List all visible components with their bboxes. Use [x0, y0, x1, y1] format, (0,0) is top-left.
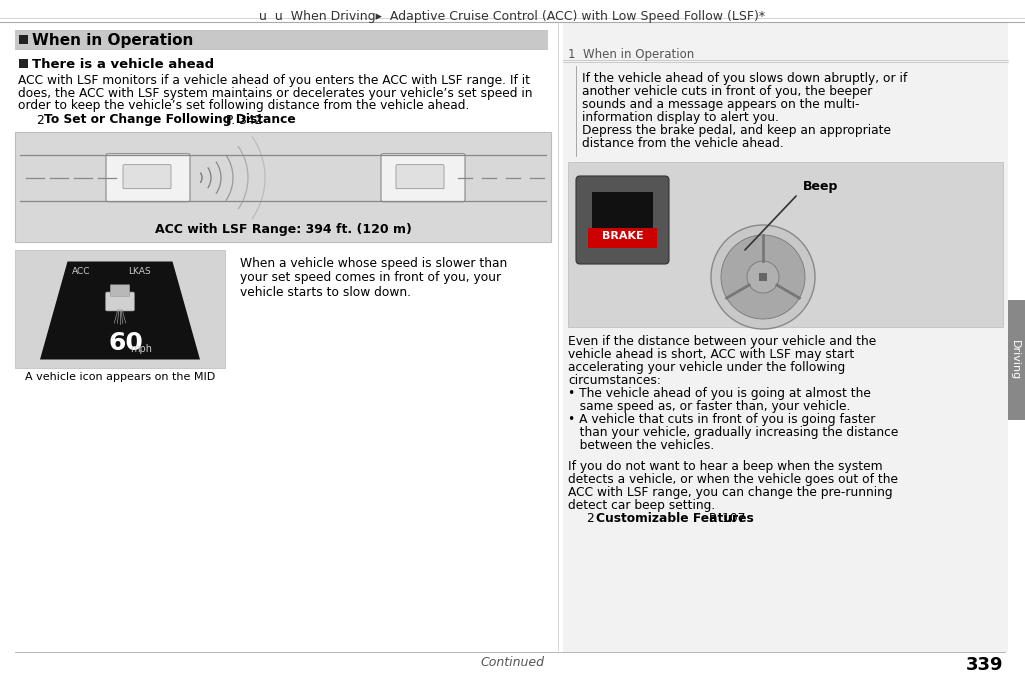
Text: ACC with LSF Range: 394 ft. (120 m): ACC with LSF Range: 394 ft. (120 m)	[155, 224, 411, 237]
Text: 1  When in Operation: 1 When in Operation	[568, 48, 694, 61]
Text: Continued: Continued	[480, 656, 544, 669]
Text: does, the ACC with LSF system maintains or decelerates your vehicle’s set speed : does, the ACC with LSF system maintains …	[18, 87, 533, 100]
Text: • The vehicle ahead of you is going at almost the: • The vehicle ahead of you is going at a…	[568, 387, 871, 400]
Text: vehicle starts to slow down.: vehicle starts to slow down.	[240, 285, 411, 298]
Bar	[15, 132, 551, 241]
Bar	[568, 162, 1003, 327]
Text: your set speed comes in front of you, your: your set speed comes in front of you, yo…	[240, 271, 501, 285]
Text: If you do not want to hear a beep when the system: If you do not want to hear a beep when t…	[568, 460, 883, 473]
Bar	[1004, 300, 1025, 420]
FancyBboxPatch shape	[106, 292, 134, 311]
Text: LKAS: LKAS	[128, 266, 151, 275]
Text: ACC with LSF monitors if a vehicle ahead of you enters the ACC with LSF range. I: ACC with LSF monitors if a vehicle ahead…	[18, 74, 530, 87]
Text: 339: 339	[966, 656, 1003, 674]
Text: To Set or Change Following Distance: To Set or Change Following Distance	[44, 113, 296, 127]
Text: P. 107: P. 107	[705, 512, 745, 525]
FancyBboxPatch shape	[111, 285, 130, 296]
Bar	[15, 30, 548, 50]
Text: ACC: ACC	[72, 266, 90, 275]
Text: detect car beep setting.: detect car beep setting.	[568, 499, 715, 512]
Text: sounds and a message appears on the multi-: sounds and a message appears on the mult…	[582, 98, 860, 111]
Text: A vehicle icon appears on the MID: A vehicle icon appears on the MID	[25, 372, 215, 382]
Text: distance from the vehicle ahead.: distance from the vehicle ahead.	[582, 137, 784, 150]
FancyBboxPatch shape	[396, 165, 444, 188]
Text: Customizable Features: Customizable Features	[596, 512, 753, 525]
Text: circumstances:: circumstances:	[568, 374, 661, 387]
Bar	[563, 22, 1008, 652]
Text: There is a vehicle ahead: There is a vehicle ahead	[32, 58, 214, 71]
Text: another vehicle cuts in front of you, the beeper: another vehicle cuts in front of you, th…	[582, 85, 872, 98]
Bar	[592, 192, 653, 244]
Text: vehicle ahead is short, ACC with LSF may start: vehicle ahead is short, ACC with LSF may…	[568, 348, 854, 361]
Polygon shape	[40, 262, 200, 359]
Text: 60: 60	[108, 330, 142, 355]
Text: detects a vehicle, or when the vehicle goes out of the: detects a vehicle, or when the vehicle g…	[568, 473, 898, 486]
Bar	[19, 59, 28, 68]
Text: • A vehicle that cuts in front of you is going faster: • A vehicle that cuts in front of you is…	[568, 413, 875, 426]
Text: information display to alert you.: information display to alert you.	[582, 111, 779, 124]
Bar	[588, 228, 657, 248]
Text: Even if the distance between your vehicle and the: Even if the distance between your vehicl…	[568, 335, 876, 348]
Text: Driving: Driving	[1010, 340, 1020, 380]
Bar	[19, 35, 28, 44]
Circle shape	[711, 225, 815, 329]
Text: between the vehicles.: between the vehicles.	[568, 439, 714, 452]
Text: 2: 2	[586, 512, 593, 525]
Text: BRAKE: BRAKE	[602, 231, 644, 241]
Text: If the vehicle ahead of you slows down abruptly, or if: If the vehicle ahead of you slows down a…	[582, 72, 907, 85]
Text: Depress the brake pedal, and keep an appropriate: Depress the brake pedal, and keep an app…	[582, 124, 891, 137]
Text: When in Operation: When in Operation	[32, 33, 194, 48]
FancyBboxPatch shape	[106, 154, 190, 201]
Text: P. 342: P. 342	[222, 113, 262, 127]
Text: 2: 2	[36, 113, 44, 127]
Text: same speed as, or faster than, your vehicle.: same speed as, or faster than, your vehi…	[568, 400, 851, 413]
Bar	[758, 273, 767, 281]
Bar	[568, 66, 1003, 156]
Text: mph: mph	[130, 344, 152, 355]
Bar	[15, 250, 226, 367]
Text: ACC with LSF range, you can change the pre-running: ACC with LSF range, you can change the p…	[568, 486, 893, 499]
FancyBboxPatch shape	[576, 176, 669, 264]
Text: accelerating your vehicle under the following: accelerating your vehicle under the foll…	[568, 361, 846, 374]
FancyBboxPatch shape	[123, 165, 171, 188]
Circle shape	[747, 261, 779, 293]
Text: than your vehicle, gradually increasing the distance: than your vehicle, gradually increasing …	[568, 426, 898, 439]
Text: Beep: Beep	[803, 180, 838, 193]
Text: u  u  When Driving▸  Adaptive Cruise Control (ACC) with Low Speed Follow (LSF)*: u u When Driving▸ Adaptive Cruise Contro…	[259, 10, 765, 23]
Text: order to keep the vehicle’s set following distance from the vehicle ahead.: order to keep the vehicle’s set followin…	[18, 99, 469, 112]
Text: When a vehicle whose speed is slower than: When a vehicle whose speed is slower tha…	[240, 258, 507, 271]
FancyBboxPatch shape	[381, 154, 465, 201]
Circle shape	[721, 235, 805, 319]
